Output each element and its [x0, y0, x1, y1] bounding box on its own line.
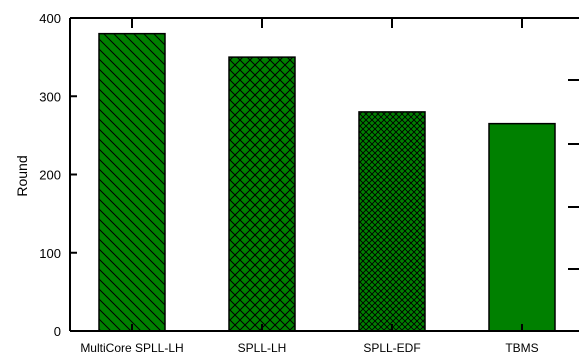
right-axis-ticks: [568, 79, 579, 270]
category-labels: MultiCore SPLL-LH SPLL-LH SPLL-EDF TBMS: [80, 341, 538, 355]
category-label: TBMS: [505, 341, 538, 355]
y-axis-title: Round: [14, 155, 30, 196]
top-axis-ticks: [131, 18, 523, 28]
y-tick-label: 300: [39, 89, 61, 104]
y-tick-label: 0: [54, 324, 61, 339]
bar-0: [98, 32, 166, 332]
y-tick-label: 400: [39, 11, 61, 26]
category-label: SPLL-LH: [238, 341, 287, 355]
category-label: SPLL-EDF: [363, 341, 420, 355]
y-tick-label: 200: [39, 168, 61, 183]
bar-1: [228, 56, 296, 332]
bar-2: [358, 111, 426, 332]
y-tick-label: 100: [39, 246, 61, 261]
category-label: MultiCore SPLL-LH: [80, 341, 183, 355]
bars: [98, 32, 556, 332]
y-axis-ticks: 0 100 200 300 400: [39, 11, 77, 339]
bar-3: [488, 122, 556, 332]
